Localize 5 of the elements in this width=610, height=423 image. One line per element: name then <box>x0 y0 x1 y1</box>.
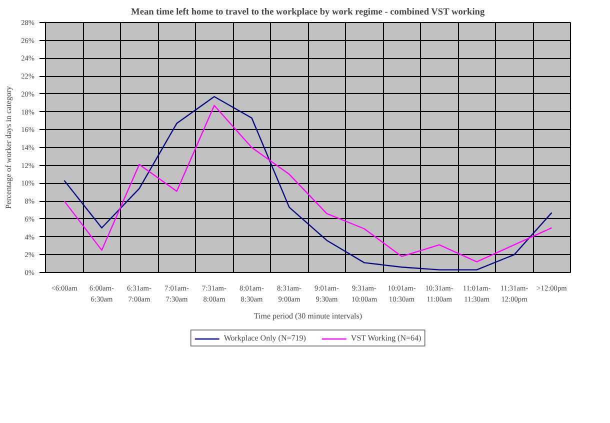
chart-title: Mean time left home to travel to the workplace by work regime - combined VST working <box>131 8 485 18</box>
legend-label: Workplace Only (N=719) <box>224 334 306 342</box>
legend-label: VST Working (N=64) <box>350 334 422 342</box>
y-axis-title: Percentage of worker days in category <box>4 86 14 209</box>
x-axis-title: Time period (30 minute intervals) <box>254 311 362 320</box>
